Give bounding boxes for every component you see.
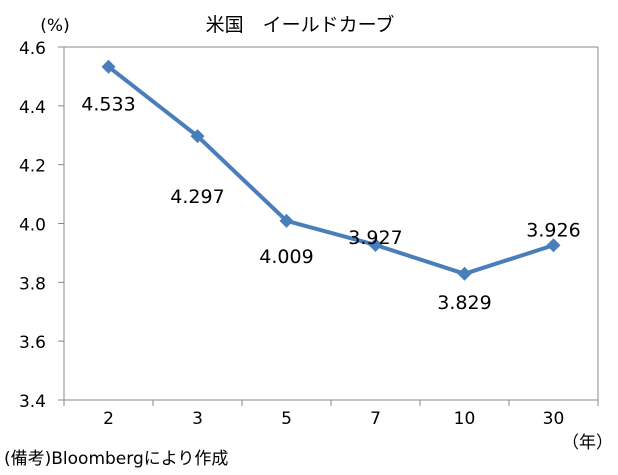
x-tick-labels: 2 3 5 7 10 30	[103, 409, 564, 429]
x-tick-label: 30	[543, 409, 565, 429]
x-tick-label: 10	[454, 409, 476, 429]
y-axis-unit-label: (%)	[40, 16, 69, 36]
y-tick-label: 4.2	[19, 157, 46, 177]
data-point-marker	[279, 213, 294, 228]
axes-group	[58, 46, 599, 406]
data-point-marker	[101, 59, 116, 74]
x-tick-label: 7	[370, 409, 381, 429]
data-point-marker	[368, 237, 383, 252]
data-point-marker	[546, 238, 561, 253]
y-tick-label: 3.4	[19, 392, 46, 412]
data-label: 4.533	[81, 94, 135, 116]
x-tick-label: 2	[103, 409, 114, 429]
y-tick-label: 3.8	[19, 274, 46, 294]
series-group	[101, 59, 561, 281]
data-labels: 4.533 4.297 4.009 3.927 3.829 3.926	[81, 94, 580, 314]
data-point-marker	[457, 266, 472, 281]
y-tick-label: 4.4	[19, 98, 46, 118]
data-label: 4.297	[170, 186, 224, 208]
x-axis-unit-label: （年）	[562, 433, 613, 450]
chart-title: 米国 イールドカーブ	[206, 13, 395, 36]
data-point-marker	[190, 129, 205, 144]
data-label: 4.009	[259, 246, 313, 268]
data-label: 3.829	[437, 292, 491, 314]
y-tick-label: 3.6	[19, 333, 46, 353]
y-tick-labels: 3.4 3.6 3.8 4.0 4.2 4.4 4.6	[19, 39, 46, 412]
y-tick-label: 4.6	[19, 39, 46, 59]
yield-curve-chart: 米国 イールドカーブ (%) （年） 3.4 3.6 3.8 4.0 4.2 4.4 4.6…	[19, 13, 613, 450]
series-line	[107, 65, 555, 276]
y-tick-label: 4.0	[19, 216, 46, 236]
source-note: (備考)Bloombergにより作成	[4, 449, 229, 469]
data-label: 3.926	[526, 219, 580, 241]
x-tick-label: 5	[281, 409, 292, 429]
data-label: 3.927	[348, 227, 402, 249]
x-tick-label: 3	[192, 409, 203, 429]
